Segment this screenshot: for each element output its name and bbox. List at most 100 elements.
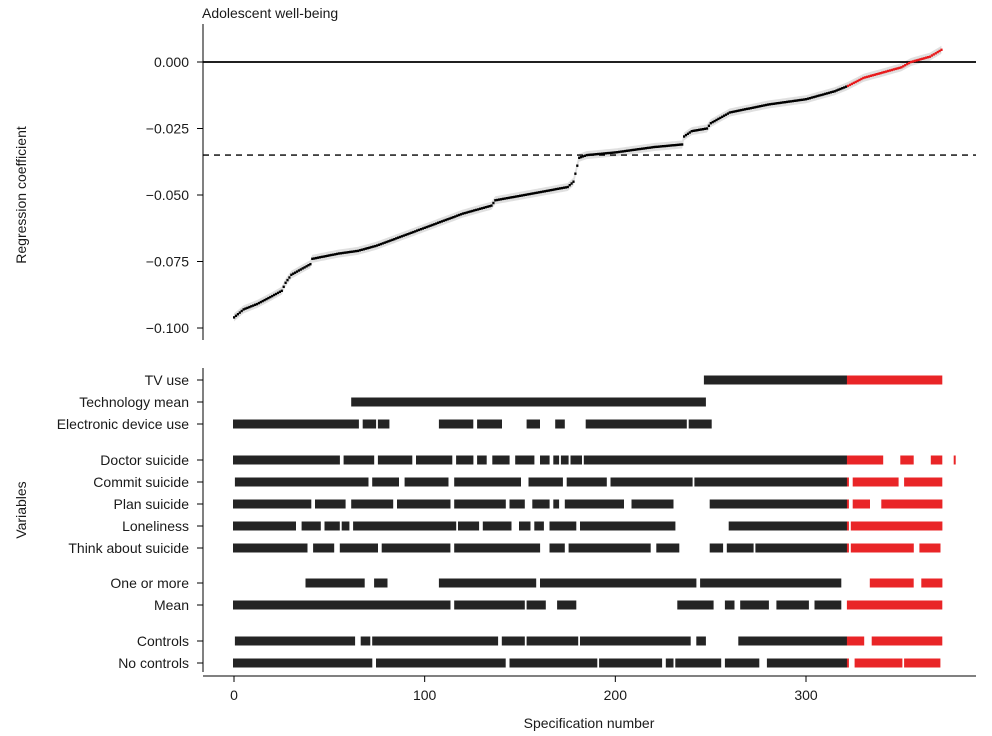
variable-segment — [846, 636, 865, 646]
coefficient-point — [541, 190, 545, 193]
coefficient-point — [477, 208, 480, 211]
coefficient-point — [292, 272, 295, 275]
coefficient-point — [397, 236, 400, 239]
coefficient-point — [435, 222, 438, 225]
coefficient-point — [254, 303, 257, 306]
variable-segment — [233, 455, 340, 465]
coefficient-point — [684, 133, 688, 137]
coefficient-point — [347, 251, 350, 254]
variable-segment — [438, 578, 537, 588]
coefficient-point — [681, 143, 684, 146]
coefficient-point — [236, 313, 239, 316]
coefficient-point — [623, 149, 627, 153]
coefficient-point — [806, 97, 810, 100]
coefficient-point — [532, 192, 535, 195]
coefficient-point — [730, 110, 733, 114]
x-tick-label: 100 — [413, 687, 437, 703]
coefficient-point — [547, 189, 550, 192]
variable-segment — [526, 600, 546, 610]
coefficient-point — [787, 100, 790, 103]
coefficient-point — [458, 213, 461, 217]
coefficient-point — [328, 254, 331, 257]
variable-segment — [675, 658, 722, 668]
coefficient-point — [499, 198, 503, 201]
coefficient-point — [583, 154, 586, 157]
coefficient-point — [599, 152, 602, 156]
coefficient-point — [288, 276, 291, 279]
coefficient-point — [913, 59, 916, 63]
coefficient-point — [562, 186, 566, 189]
coefficient-point — [377, 243, 381, 246]
coefficient-point — [860, 77, 863, 81]
coefficient-point — [646, 146, 649, 150]
coefficient-point — [467, 210, 470, 214]
coefficient-point — [881, 71, 884, 74]
coefficient-point — [301, 267, 304, 270]
coefficient-point — [803, 98, 806, 101]
variable-segment — [477, 455, 487, 465]
coefficient-point — [316, 256, 320, 259]
coefficient-point — [774, 102, 777, 105]
coefficient-point — [400, 235, 403, 238]
variable-segment — [850, 543, 914, 553]
coefficient-point — [274, 292, 278, 296]
coefficient-point — [305, 265, 308, 268]
coefficient-point — [536, 191, 539, 194]
coefficient-point — [526, 193, 529, 196]
coefficient-point — [709, 122, 712, 125]
coefficient-point — [528, 192, 531, 196]
coefficient-point — [848, 83, 852, 87]
variable-segment — [540, 455, 550, 465]
coefficient-point — [625, 149, 628, 152]
coefficient-point — [351, 250, 354, 253]
coefficient-point — [782, 101, 785, 104]
coefficient-point — [311, 257, 314, 260]
coefficient-point — [690, 130, 693, 133]
coefficient-point — [463, 211, 466, 215]
variable-segment — [234, 636, 356, 646]
coefficient-point — [810, 96, 813, 99]
y-tick-label: −0.050 — [146, 187, 189, 203]
coefficient-point — [663, 144, 667, 148]
coefficient-point — [614, 151, 617, 154]
coefficient-point — [294, 271, 297, 274]
variable-segment — [900, 455, 914, 465]
coefficient-point — [839, 87, 842, 91]
variable-segment — [568, 543, 651, 553]
coefficient-point — [812, 95, 815, 99]
coefficient-point — [322, 255, 325, 258]
coefficient-point — [602, 152, 606, 155]
variable-segment — [557, 600, 577, 610]
coefficient-point — [555, 187, 558, 191]
coefficient-point — [503, 197, 506, 200]
variable-segment — [376, 658, 506, 668]
coefficient-point — [234, 314, 238, 317]
variable-segment — [233, 543, 308, 553]
coefficient-point — [454, 215, 457, 218]
coefficient-point — [437, 221, 440, 224]
coefficient-point — [827, 91, 831, 95]
variable-label: No controls — [118, 655, 189, 671]
coefficient-point — [894, 67, 897, 71]
coefficient-point — [597, 152, 600, 156]
coefficient-point — [349, 250, 352, 254]
variable-segment — [377, 419, 390, 429]
coefficient-point — [295, 270, 299, 273]
coefficient-point — [475, 208, 478, 212]
coefficient-point — [393, 238, 396, 241]
coefficient-point — [448, 217, 451, 220]
coefficient-point — [524, 193, 527, 196]
coefficient-point — [438, 220, 442, 224]
variable-segment — [381, 543, 451, 553]
coefficient-point — [259, 300, 262, 304]
coefficient-point — [576, 164, 579, 167]
variable-segment — [343, 455, 375, 465]
variable-segment — [854, 658, 903, 668]
coefficient-point — [534, 191, 537, 195]
coefficient-point — [479, 207, 482, 210]
coefficient-point — [652, 145, 655, 149]
coefficient-point — [358, 249, 361, 252]
coefficient-point — [299, 268, 302, 271]
coefficient-point — [890, 68, 893, 72]
coefficient-point — [381, 242, 384, 245]
